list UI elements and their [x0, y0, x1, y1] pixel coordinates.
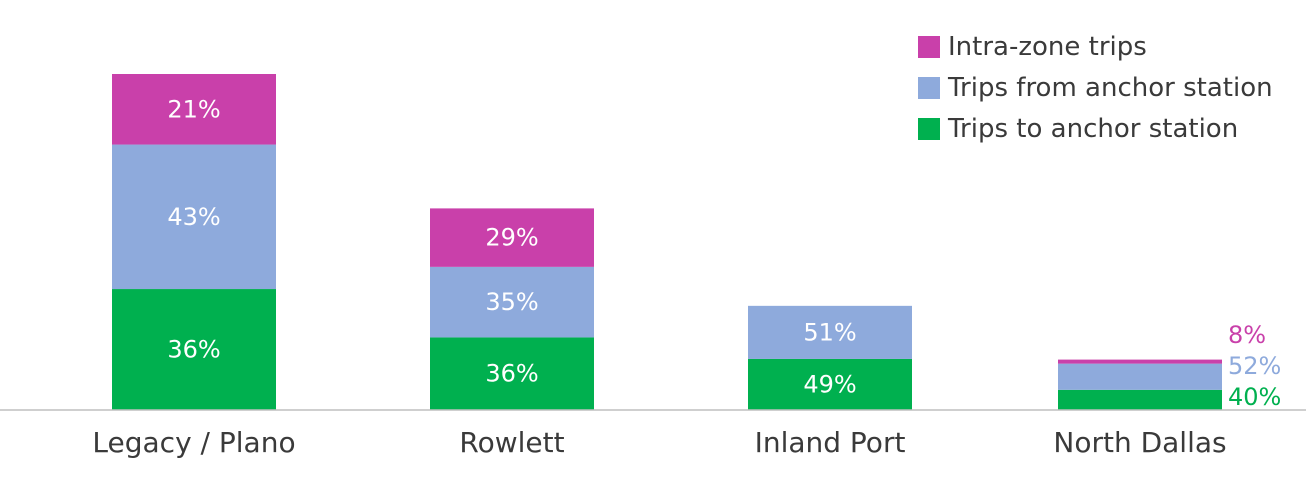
bar-segment-north-dallas-trips-to-anchor-station	[1058, 389, 1222, 410]
data-label-rowlett-trips-to-anchor-station: 36%	[485, 360, 538, 388]
bar-segment-rowlett-trips-from-anchor-station	[430, 266, 594, 338]
data-label-rowlett-intra-zone-trips: 29%	[485, 224, 538, 252]
legend-swatch-trips-from-anchor-station	[918, 77, 940, 99]
bar-segment-legacy-plano-intra-zone-trips	[112, 74, 276, 145]
bar-segment-north-dallas-trips-from-anchor-station	[1058, 363, 1222, 390]
bar-segment-inland-port-trips-to-anchor-station	[748, 358, 912, 410]
data-label-inland-port-trips-from-anchor-station: 51%	[803, 318, 856, 346]
legend-swatch-intra-zone-trips	[918, 36, 940, 58]
category-label-north-dallas: North Dallas	[1053, 426, 1226, 459]
category-label-legacy-plano: Legacy / Plano	[92, 426, 295, 459]
bar-segment-north-dallas-intra-zone-trips	[1058, 359, 1222, 364]
category-labels: Legacy / Plano Rowlett Inland Port North Da…	[92, 426, 1226, 459]
data-label-inland-port-trips-to-anchor-station: 49%	[803, 370, 856, 398]
data-label-rowlett-trips-from-anchor-station: 35%	[485, 288, 538, 316]
labels-layer: 36% 43% 21% 36% 35% 29% 49% 51% 40% 52% 8%	[167, 95, 1281, 411]
bar-segment-legacy-plano-trips-from-anchor-station	[112, 144, 276, 290]
bar-segment-rowlett-intra-zone-trips	[430, 208, 594, 267]
bar-segment-legacy-plano-trips-to-anchor-station	[112, 289, 276, 410]
data-label-legacy-plano-trips-from-anchor-station: 43%	[167, 203, 220, 231]
category-label-rowlett: Rowlett	[459, 426, 564, 459]
data-label-north-dallas-intra-zone-trips: 8%	[1228, 321, 1266, 349]
legend: Intra-zone trips Trips from anchor statio…	[918, 32, 1273, 144]
legend-label-trips-from-anchor-station: Trips from anchor station	[947, 73, 1273, 103]
legend-label-trips-to-anchor-station: Trips to anchor station	[947, 114, 1238, 144]
bars-layer	[112, 74, 1222, 410]
data-label-north-dallas-trips-from-anchor-station: 52%	[1228, 352, 1281, 380]
data-label-legacy-plano-trips-to-anchor-station: 36%	[167, 336, 220, 364]
legend-label-intra-zone-trips: Intra-zone trips	[948, 32, 1147, 62]
bar-segment-inland-port-trips-from-anchor-station	[748, 305, 912, 359]
legend-swatch-trips-to-anchor-station	[918, 118, 940, 140]
bar-segment-rowlett-trips-to-anchor-station	[430, 337, 594, 410]
data-label-north-dallas-trips-to-anchor-station: 40%	[1228, 383, 1281, 411]
data-label-legacy-plano-intra-zone-trips: 21%	[167, 95, 220, 123]
category-label-inland-port: Inland Port	[755, 426, 906, 459]
